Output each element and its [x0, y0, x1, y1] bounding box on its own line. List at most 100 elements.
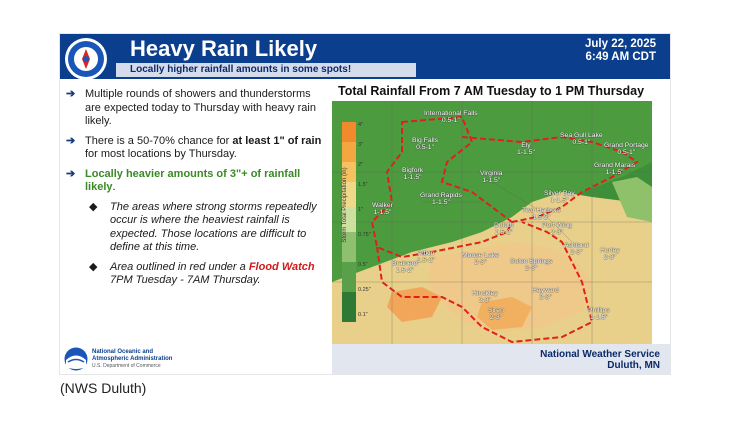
- legend-label: Storm Total Precipitation (in): [342, 167, 348, 243]
- city-rainfall-value: 2-3": [478, 297, 491, 304]
- city-rainfall-value: 1-1.5": [403, 174, 422, 181]
- city-label: Walker 1-1.5": [372, 202, 393, 216]
- city-label: International Falls 0.5-1": [424, 110, 478, 124]
- city-name: Ashland: [564, 242, 589, 249]
- city-rainfall-value: 0.5-1": [441, 117, 460, 124]
- city-name: International Falls: [424, 110, 478, 117]
- city-rainfall-value: 1-1.5": [605, 169, 624, 176]
- issue-datetime: July 22, 2025 6:49 AM CDT: [585, 38, 656, 64]
- city-name: Duluth: [494, 222, 514, 229]
- city-label: Phillips 1-1.5": [588, 307, 610, 321]
- city-label: Virginia 1-1.5": [480, 170, 503, 184]
- bullet-text: .: [112, 181, 116, 193]
- city-label: Solon Springs 2-3": [510, 258, 552, 272]
- city-label: Grand Marais 1-1.5": [594, 162, 635, 176]
- city-label: Grand Rapids 1-1.5": [420, 192, 462, 206]
- city-rainfall-value: 2-3": [603, 254, 616, 261]
- bullet-emphasis: at least 1" of rain: [232, 134, 322, 147]
- footer-nws: National Weather Service Duluth, MN: [332, 344, 670, 374]
- issue-date: July 22, 2025: [585, 38, 656, 50]
- city-name: Port Wing: [542, 222, 572, 229]
- city-name: Solon Springs: [510, 258, 553, 265]
- bullet-text-highlight: Locally heavier amounts of 3"+ of rainfa…: [85, 167, 301, 194]
- noaa-line: Atmospheric Administration: [92, 356, 173, 362]
- bullet-item: ➔ Multiple rounds of showers and thunder…: [66, 88, 322, 129]
- issue-time: 6:49 AM CDT: [585, 51, 657, 63]
- city-name: Grand Portage: [604, 142, 649, 149]
- city-name: Moose Lake: [462, 252, 500, 259]
- city-rainfall-value: 2-3": [525, 265, 538, 272]
- legend-tick-label: 3": [358, 142, 364, 148]
- city-rainfall-value: 1.5-2": [417, 257, 435, 264]
- city-name: Hinckley: [472, 290, 498, 297]
- city-rainfall-value: 2-3": [474, 259, 487, 266]
- nws-credit: National Weather Service Duluth, MN: [540, 349, 660, 371]
- city-rainfall-value: 1-1.5": [550, 197, 569, 204]
- legend-tick-label: 0.5": [358, 262, 368, 268]
- city-name: Two Harbors: [522, 207, 561, 214]
- city-label: Bigfork 1-1.5": [402, 167, 423, 181]
- sub-bullet-text: Area outlined in red under a: [110, 260, 249, 273]
- city-label: Sea Gull Lake 0.5-1": [560, 132, 603, 146]
- city-name: Aitkin: [417, 250, 435, 257]
- city-name: Bigfork: [402, 167, 424, 174]
- sub-bullet-text: 7PM Tuesday - 7AM Thursday.: [110, 274, 261, 286]
- city-label: Ashland 2-3": [564, 242, 589, 256]
- bullet-item: ➔ There is a 50-70% chance for at least …: [66, 135, 322, 162]
- arrow-icon: ➔: [66, 88, 76, 100]
- bullet-item: ➔ Locally heavier amounts of 3"+ of rain…: [66, 168, 322, 195]
- noaa-text: National Oceanic and Atmospheric Adminis…: [92, 349, 172, 370]
- city-label: Silver Bay 1-1.5": [544, 190, 575, 204]
- nws-logo-icon: [65, 38, 107, 80]
- bullet-text: There is a 50-70% chance for: [85, 134, 233, 147]
- noaa-line: National Oceanic and: [92, 349, 154, 355]
- noaa-logo-icon: [64, 347, 88, 371]
- city-name: Walker: [372, 202, 393, 209]
- nws-office: Duluth, MN: [607, 360, 660, 371]
- city-rainfall-value: 0.5-1": [617, 149, 636, 156]
- sub-bullet-item: ◆ Area outlined in red under a Flood Wat…: [66, 261, 322, 288]
- legend-tick-label: 1.5": [358, 182, 368, 188]
- map-title-bar: Total Rainfall From 7 AM Tuesday to 1 PM…: [332, 82, 652, 101]
- weather-briefing-slide: Heavy Rain Likely July 22, 2025 6:49 AM …: [60, 34, 670, 374]
- city-rainfall-value: 1-1.5": [482, 177, 501, 184]
- city-label: Siren 2-3": [488, 307, 504, 321]
- city-label: Moose Lake 2-3": [462, 252, 499, 266]
- city-rainfall-value: 1-1.5": [589, 314, 608, 321]
- flood-watch-label: Flood Watch: [248, 260, 315, 273]
- city-rainfall-value: 1.5-2": [395, 267, 414, 274]
- map-title: Total Rainfall From 7 AM Tuesday to 1 PM…: [338, 84, 645, 98]
- city-name: Brainerd: [392, 260, 418, 267]
- subtitle-bar: [116, 63, 416, 77]
- legend-colorbar: [342, 122, 356, 322]
- city-name: Hayward: [532, 287, 559, 294]
- legend-tick-label: 2": [358, 162, 364, 168]
- legend-tick-label: 0.1": [358, 312, 368, 318]
- city-name: Big Falls: [412, 137, 439, 144]
- city-label: Port Wing 2-3": [542, 222, 572, 236]
- city-label: Duluth 1.5-2": [494, 222, 514, 236]
- legend-tick-label: 1": [358, 207, 364, 213]
- page-title: Heavy Rain Likely: [130, 36, 318, 61]
- city-rainfall-value: 1.5-2": [532, 214, 551, 221]
- city-label: Grand Portage 0.5-1": [604, 142, 649, 156]
- diamond-bullet-icon: ◆: [89, 260, 98, 273]
- city-name: Siren: [488, 307, 504, 314]
- city-label: Hayward 2-3": [532, 287, 559, 301]
- bullet-list: ➔ Multiple rounds of showers and thunder…: [66, 88, 322, 294]
- city-name: Ely: [521, 142, 531, 149]
- city-rainfall-value: 0.5-1": [416, 144, 434, 151]
- noaa-line: U.S. Department of Commerce: [92, 363, 161, 369]
- diamond-bullet-icon: ◆: [89, 200, 98, 213]
- city-label: Big Falls 0.5-1": [412, 137, 438, 151]
- city-rainfall-value: 1-1.5": [517, 149, 535, 156]
- city-name: Hurley: [600, 247, 620, 254]
- city-label: Ely 1-1.5": [517, 142, 535, 156]
- city-rainfall-value: 0.5-1": [572, 139, 591, 146]
- city-rainfall-value: 2-3": [570, 249, 583, 256]
- city-name: Virginia: [480, 170, 503, 177]
- image-caption: (NWS Duluth): [60, 380, 147, 396]
- legend-tick-label: 0.75": [358, 232, 371, 238]
- city-label: Two Harbors 1.5-2": [522, 207, 561, 221]
- nws-name: National Weather Service: [540, 349, 660, 360]
